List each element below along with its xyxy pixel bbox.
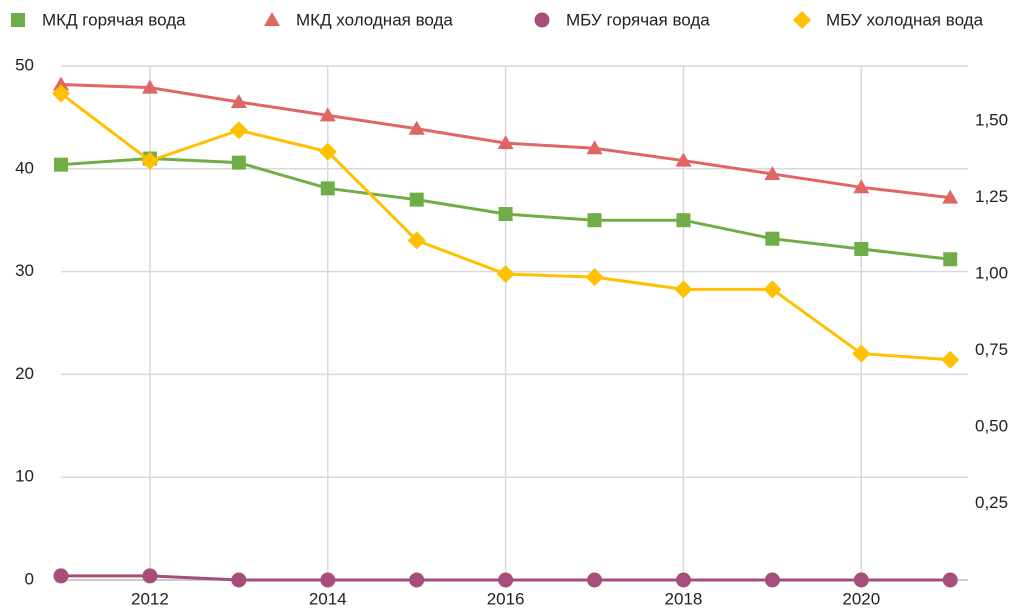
y2-tick-label: 1,00	[975, 264, 1008, 283]
legend-marker	[793, 11, 811, 29]
marker	[586, 140, 603, 155]
marker	[142, 568, 158, 584]
y-tick-label: 0	[25, 569, 34, 588]
marker	[585, 268, 604, 287]
marker	[943, 252, 958, 267]
marker	[319, 107, 336, 122]
y-tick-label: 50	[15, 55, 34, 74]
y-tick-label: 30	[15, 261, 34, 280]
marker	[230, 93, 247, 108]
marker	[676, 213, 691, 228]
legend-marker	[534, 12, 550, 28]
marker	[765, 231, 780, 246]
marker	[229, 121, 248, 140]
legend-label: МБУ горячая вода	[566, 10, 710, 29]
x-tick-label: 2014	[309, 589, 347, 608]
marker	[853, 179, 870, 194]
y2-tick-label: 0,25	[975, 493, 1008, 512]
marker	[408, 120, 425, 135]
marker	[498, 207, 513, 222]
x-tick-label: 2018	[665, 589, 703, 608]
marker	[764, 572, 780, 588]
marker	[141, 79, 158, 94]
legend-label: МКД горячая вода	[42, 10, 186, 29]
y2-tick-label: 1,50	[975, 111, 1008, 130]
marker	[852, 344, 871, 363]
marker	[764, 165, 781, 180]
legend-marker	[11, 13, 25, 27]
marker	[496, 265, 515, 284]
x-tick-label: 2016	[487, 589, 525, 608]
y-tick-label: 40	[15, 158, 34, 177]
legend-label: МКД холодная вода	[296, 10, 453, 29]
y2-tick-label: 0,50	[975, 417, 1008, 436]
y-tick-label: 10	[15, 467, 34, 486]
marker	[674, 280, 693, 299]
x-tick-label: 2020	[842, 589, 880, 608]
marker	[853, 572, 869, 588]
marker	[320, 181, 335, 196]
marker	[587, 572, 603, 588]
marker	[409, 572, 425, 588]
marker	[53, 76, 69, 91]
marker	[587, 213, 602, 228]
marker	[763, 280, 782, 299]
x-tick-label: 2012	[131, 589, 169, 608]
marker	[498, 572, 514, 588]
marker	[53, 568, 69, 584]
legend-marker	[264, 12, 280, 26]
marker	[942, 572, 958, 588]
legend-label: МБУ холодная вода	[826, 10, 984, 29]
marker	[409, 192, 424, 207]
marker	[231, 572, 247, 588]
marker	[497, 135, 514, 150]
marker	[318, 142, 337, 161]
y-tick-label: 20	[15, 364, 34, 383]
marker	[140, 151, 159, 170]
marker	[407, 231, 426, 250]
y2-tick-label: 0,75	[975, 340, 1008, 359]
marker	[231, 155, 246, 170]
marker	[942, 189, 959, 204]
marker	[675, 152, 692, 167]
marker	[52, 84, 70, 103]
marker	[854, 241, 869, 256]
marker	[941, 350, 960, 369]
y2-tick-label: 1,25	[975, 187, 1008, 206]
marker	[675, 572, 691, 588]
marker	[54, 157, 68, 172]
marker	[320, 572, 336, 588]
